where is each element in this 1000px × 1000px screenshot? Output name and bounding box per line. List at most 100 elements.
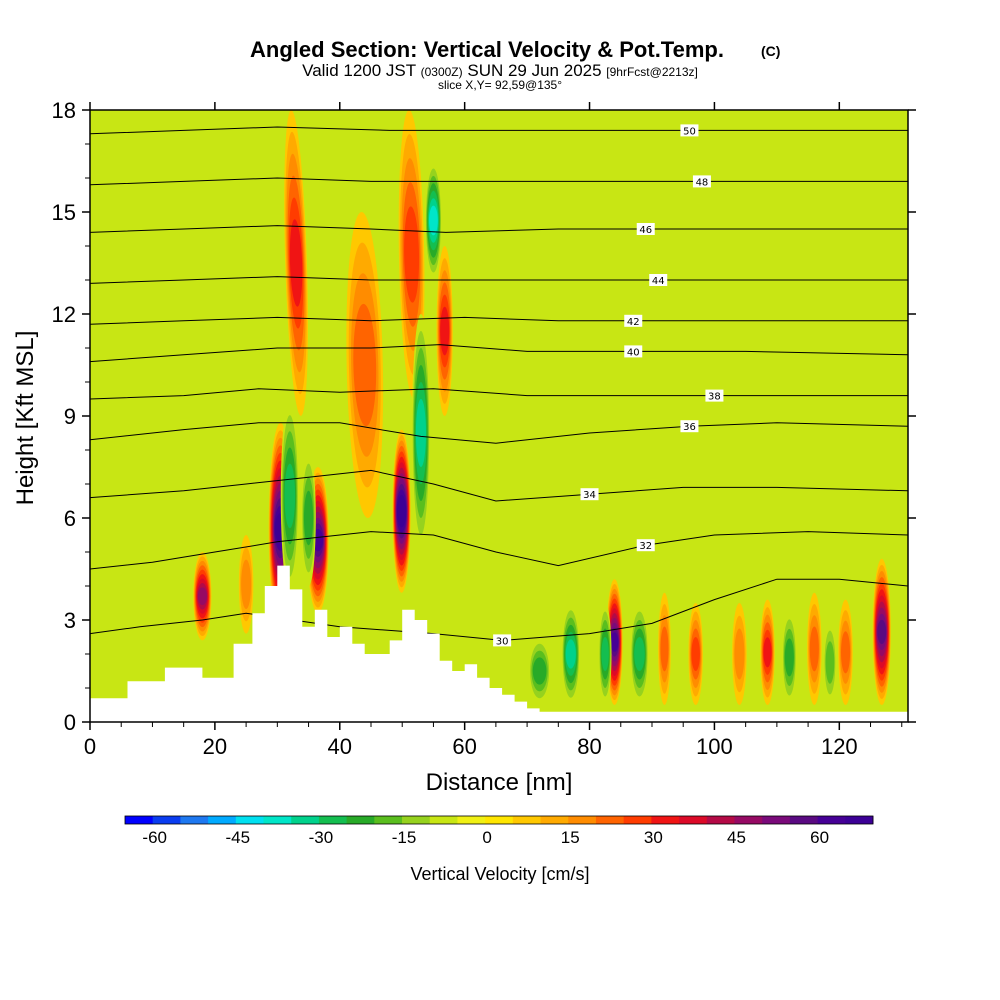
velocity-cell [630, 603, 649, 705]
velocity-cell [392, 429, 411, 593]
velocity-contour-band [691, 637, 700, 671]
theta-contour-line [90, 344, 908, 363]
colorbar-segment [457, 816, 486, 824]
colorbar-segment [845, 816, 874, 824]
colorbar-segment [318, 816, 348, 824]
velocity-cell [411, 314, 430, 552]
theta-contour-line [90, 225, 908, 233]
x-tick-label: 40 [328, 734, 352, 759]
colorbar-segment [679, 816, 708, 824]
x-tick-label: 120 [821, 734, 858, 759]
velocity-contour-band [565, 639, 576, 669]
velocity-contour-band [532, 657, 547, 685]
velocity-cell [301, 450, 316, 586]
y-tick-label: 18 [52, 98, 76, 123]
x-axis: 0 20 40 60 80 100 120 [84, 102, 903, 759]
colorbar-segment [402, 816, 431, 824]
theta-label-bg [636, 223, 655, 235]
velocity-cell [398, 110, 425, 399]
colorbar-segment [152, 816, 181, 824]
velocity-cell [807, 592, 822, 706]
theta-contour-label: 46 [639, 225, 652, 236]
colorbar-segment [623, 816, 652, 824]
velocity-contour-band [734, 628, 745, 680]
colorbar-ticks: -60 -45 -30 -15 0 15 30 45 60 [142, 828, 829, 847]
y-axis-label: Height [Kft MSL] [12, 331, 39, 506]
velocity-cell [346, 212, 384, 518]
theta-contour-label: 48 [696, 177, 709, 188]
theta-label-bg [624, 345, 643, 358]
theta-contour-label: 42 [627, 317, 640, 328]
theta-contour-line [90, 388, 908, 400]
velocity-cell [760, 599, 775, 705]
colorbar-segment [208, 816, 237, 824]
colorbar-segment [429, 816, 458, 824]
velocity-contour-band [610, 632, 619, 652]
colorbar-tick-label: 60 [810, 828, 829, 847]
theta-contour-label: 44 [652, 276, 665, 287]
velocity-cell [425, 161, 442, 280]
theta-label-bg [636, 539, 655, 552]
theta-contour-label: 36 [683, 422, 696, 433]
colorbar-tick-label: 0 [482, 828, 491, 847]
theta-contour-label: 32 [639, 541, 652, 552]
colorbar-segment [540, 816, 569, 824]
x-tick-label: 80 [577, 734, 601, 759]
colorbar-segment [789, 816, 818, 824]
colorbar-tick-label: -30 [309, 828, 334, 847]
subtitle-zulu: (0300Z) [421, 65, 463, 79]
theta-label-bg [680, 420, 699, 433]
colorbar-segment [125, 816, 154, 824]
velocity-cell [688, 603, 703, 705]
theta-label-bg [692, 175, 711, 188]
velocity-contour-band [660, 626, 669, 672]
colorbar-segment [706, 816, 735, 824]
colorbar-tick-label: -15 [392, 828, 417, 847]
y-tick-label: 0 [64, 710, 76, 735]
colorbar-segment [568, 816, 597, 824]
colorbar-tick-label: -60 [142, 828, 167, 847]
chart-title: Angled Section: Vertical Velocity & Pot.… [250, 37, 724, 62]
x-tick-label: 100 [696, 734, 733, 759]
vertical-velocity-field [193, 110, 891, 706]
theta-contour-label: 30 [496, 636, 509, 647]
velocity-cell [598, 603, 612, 705]
colorbar-segment [485, 816, 514, 824]
theta-contour-line [90, 177, 908, 186]
theta-contour-line [90, 126, 908, 135]
colorbar-segment [651, 816, 680, 824]
x-tick-label: 20 [203, 734, 227, 759]
chart-title-unit: (C) [761, 43, 780, 59]
velocity-contour-band [303, 490, 314, 546]
velocity-contour-band [634, 637, 645, 671]
colorbar-tick-label: 30 [644, 828, 663, 847]
velocity-cell [838, 599, 853, 705]
plot-area: 30 32 34 36 38 40 42 44 46 48 50 [90, 110, 908, 722]
velocity-contour-band [601, 637, 609, 671]
theta-label-bg [624, 314, 643, 327]
velocity-contour-band [289, 219, 303, 307]
colorbar-segment [762, 816, 791, 824]
theta-contour-label: 34 [583, 490, 596, 501]
x-axis-label: Distance [nm] [426, 769, 573, 796]
subtitle-forecast: [9hrFcst@2213z] [606, 65, 698, 79]
velocity-cell [782, 609, 797, 706]
y-tick-label: 12 [52, 302, 76, 327]
colorbar-tick-label: 45 [727, 828, 746, 847]
velocity-cell [561, 603, 580, 705]
colorbar-segment [595, 816, 625, 824]
colorbar-label: Vertical Velocity [cm/s] [410, 864, 589, 884]
theta-label-bg [705, 389, 724, 402]
colorbar-segment [346, 816, 375, 824]
velocity-cell [238, 535, 254, 634]
slice-label: slice X,Y= 92,59@135° [438, 78, 562, 92]
velocity-contour-band [241, 559, 252, 609]
velocity-cell [436, 246, 453, 416]
velocity-contour-band [809, 626, 819, 672]
theta-contour-label: 38 [708, 392, 721, 403]
velocity-cell [872, 558, 891, 706]
velocity-contour-band [429, 205, 438, 236]
velocity-contour-band [763, 637, 772, 668]
velocity-contour-band [841, 631, 851, 674]
